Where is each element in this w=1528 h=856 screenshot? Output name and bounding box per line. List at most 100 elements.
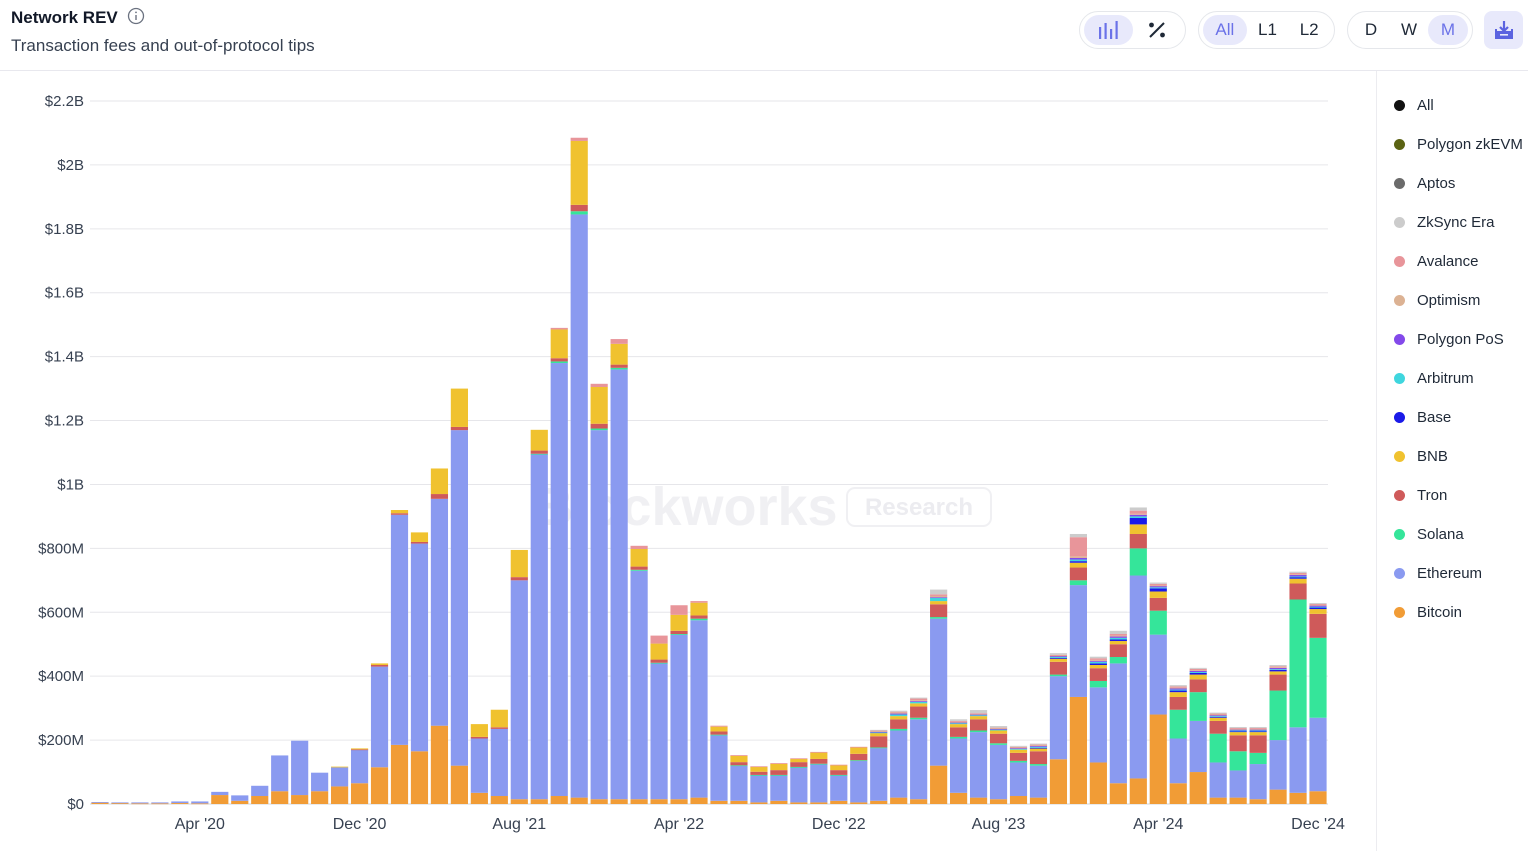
bar-segment <box>1109 635 1127 637</box>
bar-segment <box>950 736 968 739</box>
bar-segment <box>1109 657 1127 664</box>
bar-segment <box>690 618 708 621</box>
legend-item[interactable]: Base <box>1390 398 1528 437</box>
interval-month-button[interactable]: M <box>1428 15 1468 45</box>
bar-segment <box>530 453 548 455</box>
bar-segment <box>1129 510 1147 514</box>
bar-segment <box>750 766 768 772</box>
legend-item[interactable]: Arbitrum <box>1390 359 1528 398</box>
bar-segment <box>930 765 948 804</box>
chart-type-toggle <box>1079 11 1186 49</box>
bar-segment <box>1049 655 1068 657</box>
legend-item[interactable]: Tron <box>1390 476 1528 515</box>
bar-segment <box>650 662 668 664</box>
bar-segment <box>1289 599 1307 728</box>
bar-segment <box>1249 727 1267 729</box>
info-icon[interactable] <box>127 7 145 25</box>
bar-segment <box>910 719 928 800</box>
bar-segment <box>730 765 748 767</box>
legend-dot <box>1394 568 1405 579</box>
bar-segment <box>1129 533 1147 549</box>
bar-segment <box>730 762 748 766</box>
bar-segment <box>1289 576 1307 578</box>
bar-segment <box>750 774 768 776</box>
bar-segment <box>430 725 449 804</box>
legend-item[interactable]: BNB <box>1390 437 1528 476</box>
bar-segment <box>1289 792 1307 804</box>
legend-label: Solana <box>1417 526 1464 543</box>
bar-segment <box>1309 606 1327 608</box>
bar-segment <box>1049 653 1068 655</box>
bar-segment <box>650 643 668 660</box>
layer-all-button[interactable]: All <box>1203 15 1247 45</box>
interval-week-button[interactable]: W <box>1400 20 1418 39</box>
bar-segment <box>850 753 868 761</box>
bar-segment <box>930 604 948 618</box>
chart-legend: All Polygon zkEVM Aptos ZkSync Era Avalance O… <box>1390 86 1528 632</box>
bar-segment <box>231 800 249 804</box>
bar-segment <box>231 795 249 801</box>
legend-item[interactable]: Optimism <box>1390 281 1528 320</box>
percent-button[interactable] <box>1133 15 1181 45</box>
bar-segment <box>930 597 948 602</box>
legend-dot <box>1394 334 1405 345</box>
bar-segment <box>810 763 828 765</box>
bar-segment <box>1169 689 1187 691</box>
bar-segment <box>989 799 1008 804</box>
chart-header: Network REV Transaction fees and out-of-… <box>0 0 1528 71</box>
layer-l1-button[interactable]: L1 <box>1258 20 1277 39</box>
download-button[interactable] <box>1484 11 1523 49</box>
bar-segment <box>870 731 888 732</box>
bar-segment <box>890 728 908 731</box>
bar-chart-button[interactable] <box>1084 15 1134 45</box>
bar-segment <box>1269 740 1287 790</box>
bar-segment <box>750 766 768 768</box>
legend-item[interactable]: Aptos <box>1390 164 1528 203</box>
bar-segment <box>570 204 588 212</box>
bar-segment <box>910 701 928 704</box>
legend-item[interactable]: Polygon PoS <box>1390 320 1528 359</box>
layer-l2-button[interactable]: L2 <box>1299 20 1319 39</box>
bar-segment <box>1309 613 1327 638</box>
bar-segment <box>690 797 708 804</box>
bar-segment <box>989 743 1008 745</box>
bar-segment <box>610 339 628 344</box>
bar-segment <box>870 747 888 749</box>
bar-segment <box>870 736 888 748</box>
bar-segment <box>670 799 688 804</box>
bar-segment <box>930 601 948 605</box>
bar-segment <box>870 732 888 734</box>
bar-segment <box>590 423 608 429</box>
legend-item[interactable]: Ethereum <box>1390 554 1528 593</box>
bar-segment <box>1249 728 1267 730</box>
y-tick-label: $800M <box>38 540 84 557</box>
legend-item[interactable]: ZkSync Era <box>1390 203 1528 242</box>
bar-segment <box>590 428 608 431</box>
interval-day-button[interactable]: D <box>1364 20 1378 39</box>
bar-segment <box>870 748 888 801</box>
legend-item[interactable]: Bitcoin <box>1390 593 1528 632</box>
legend-item[interactable]: Avalance <box>1390 242 1528 281</box>
legend-item[interactable]: Polygon zkEVM <box>1390 125 1528 164</box>
bar-segment <box>870 733 888 737</box>
bar-segment <box>710 725 728 727</box>
bar-segment <box>1229 727 1247 729</box>
bar-segment <box>510 799 528 804</box>
download-icon <box>1494 21 1513 39</box>
bar-segment <box>1129 524 1147 534</box>
legend-label: Ethereum <box>1417 565 1483 582</box>
legend-item[interactable]: Solana <box>1390 515 1528 554</box>
bar-segment <box>710 800 728 804</box>
bar-segment <box>410 543 429 752</box>
legend-divider <box>1376 71 1377 851</box>
bar-segment <box>650 663 668 800</box>
bar-segment <box>1049 676 1068 760</box>
legend-item[interactable]: All <box>1390 86 1528 125</box>
y-tick-label: $400M <box>38 668 84 685</box>
bar-segment <box>930 617 948 619</box>
y-tick-label: $2.2B <box>45 93 84 110</box>
bar-segment <box>1089 762 1107 804</box>
bar-segment <box>1269 669 1287 672</box>
bar-segment <box>131 802 149 804</box>
bar-segment <box>610 343 628 365</box>
